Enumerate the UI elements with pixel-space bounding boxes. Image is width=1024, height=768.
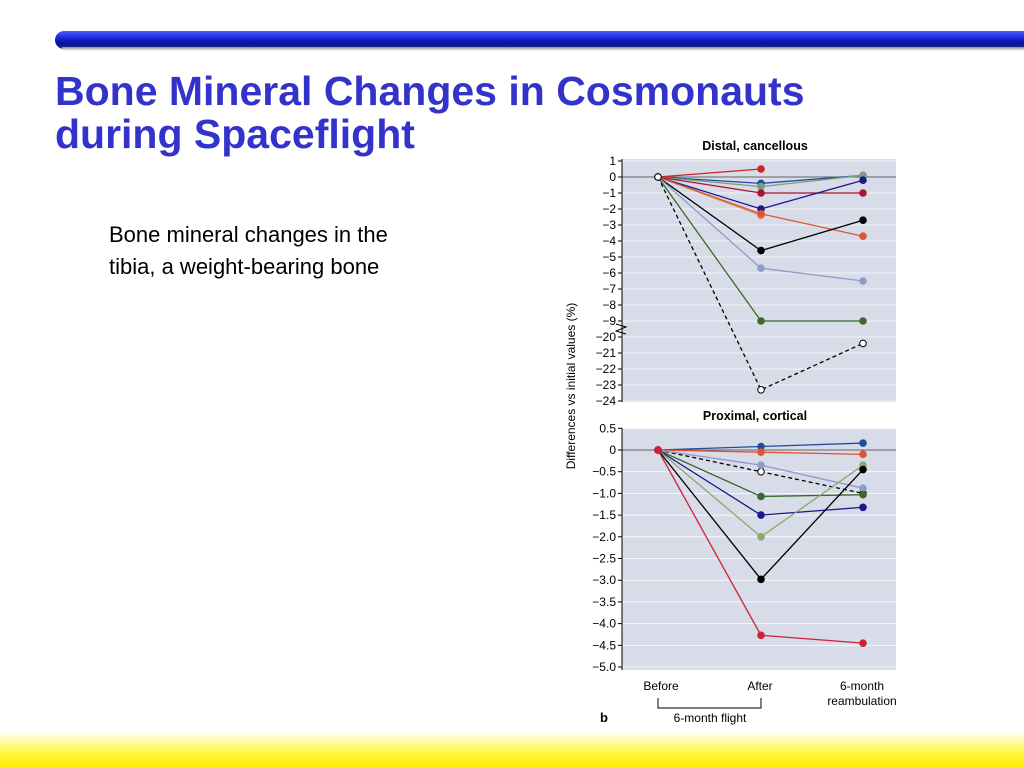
y-tick-label: −5.0 [592, 660, 616, 674]
y-tick-label: −2 [602, 202, 616, 216]
data-point [859, 465, 867, 474]
x-label-reambulation-2: reambulation [827, 694, 896, 708]
panel-title-proximal: Proximal, cortical [703, 409, 807, 423]
series-line [657, 168, 762, 178]
y-tick-label: −20 [596, 330, 617, 344]
data-point [757, 246, 765, 255]
data-point [859, 317, 867, 325]
data-point [757, 533, 765, 541]
slide-title: Bone Mineral Changes in Cosmonauts durin… [55, 70, 955, 156]
data-point [757, 448, 765, 456]
data-point [859, 484, 867, 492]
data-point [757, 386, 765, 394]
data-point [757, 210, 765, 218]
y-tick-label: −4.5 [592, 638, 616, 652]
axis-break-mark [614, 323, 628, 335]
y-tick-label: −4 [602, 234, 616, 248]
bone-mineral-figure: Distal, cancellous 1 0 −1 −2 −3 −4 −5 −6 −7 −8 −9 −… [560, 130, 920, 730]
data-point [859, 503, 867, 512]
data-point [757, 189, 765, 197]
data-point [757, 492, 765, 501]
y-tick-label: −7 [602, 282, 616, 296]
y-tick-label: −1 [602, 186, 616, 200]
data-point [859, 490, 867, 499]
y-tick-label: −2.0 [592, 530, 616, 544]
series-line [657, 176, 864, 391]
y-tick-label: −6 [602, 266, 616, 280]
slide-body-text: Bone mineral changes in the tibia, a wei… [109, 219, 499, 283]
y-tick-label: −0.5 [592, 465, 616, 479]
data-point [654, 446, 662, 454]
body-text-line-1: Bone mineral changes in the [109, 222, 388, 247]
x-label-after: After [747, 679, 772, 693]
panel-title-distal: Distal, cancellous [702, 139, 808, 153]
slide-title-line-1: Bone Mineral Changes in Cosmonauts [55, 68, 805, 114]
flight-label: 6-month flight [674, 711, 747, 725]
data-point [757, 264, 765, 272]
y-tick-label: −23 [596, 378, 617, 392]
title-decoration-bar [55, 31, 1024, 49]
flight-bracket [657, 698, 762, 709]
data-point [757, 511, 765, 519]
data-point [859, 216, 867, 224]
y-tick-label: −1.0 [592, 486, 616, 500]
data-point [757, 165, 765, 173]
data-point [859, 639, 867, 647]
data-point [859, 450, 867, 459]
y-axis-label: Differences vs initial values (%) [564, 303, 578, 470]
x-label-reambulation-1: 6-month [840, 679, 884, 693]
figure-svg: Distal, cancellous 1 0 −1 −2 −3 −4 −5 −6 −7 −8 −9 −… [564, 139, 897, 725]
data-point [757, 317, 765, 325]
y-tick-label: 0 [609, 443, 616, 457]
data-point [859, 189, 867, 197]
data-point [859, 277, 867, 285]
panel-letter: b [600, 710, 608, 725]
data-point [757, 575, 765, 584]
body-text-line-2: tibia, a weight-bearing bone [109, 254, 380, 279]
y-tick-label: −3.5 [592, 595, 616, 609]
y-tick-label: −21 [596, 346, 617, 360]
data-point [757, 182, 765, 191]
data-point [859, 339, 867, 348]
panel-distal-cancellous: Distal, cancellous 1 0 −1 −2 −3 −4 −5 −6 −7 −8 −9 −… [596, 139, 896, 408]
panel-proximal-cortical: Proximal, cortical 0.5 0 −0.5 −1.0 −1.5 −2.0 −… [592, 409, 896, 674]
y-tick-label: 0 [609, 170, 616, 184]
data-point [757, 631, 765, 640]
y-tick-label: −24 [596, 394, 617, 408]
data-point [757, 461, 765, 469]
y-tick-label: −1.5 [592, 508, 616, 522]
y-tick-label: −3.0 [592, 573, 616, 587]
y-tick-label: −9 [602, 314, 616, 328]
y-tick-label: −8 [602, 298, 616, 312]
title-bar-shadow [62, 47, 1024, 51]
data-point [654, 173, 662, 181]
slide-title-line-2: during Spaceflight [55, 111, 415, 157]
y-tick-label: −22 [596, 362, 617, 376]
y-tick-label: −5 [602, 250, 616, 264]
y-tick-label: 1 [609, 154, 616, 168]
data-point [859, 176, 867, 185]
x-label-before: Before [643, 679, 679, 693]
data-point [757, 467, 765, 476]
data-point [859, 439, 867, 447]
plot-area-0 [622, 159, 896, 402]
footer-decoration-bar [0, 731, 1024, 768]
y-tick-label: −4.0 [592, 617, 616, 631]
y-tick-label: −3 [602, 218, 616, 232]
data-point [859, 232, 867, 240]
y-tick-label: 0.5 [599, 421, 616, 435]
y-tick-label: −2.5 [592, 552, 616, 566]
